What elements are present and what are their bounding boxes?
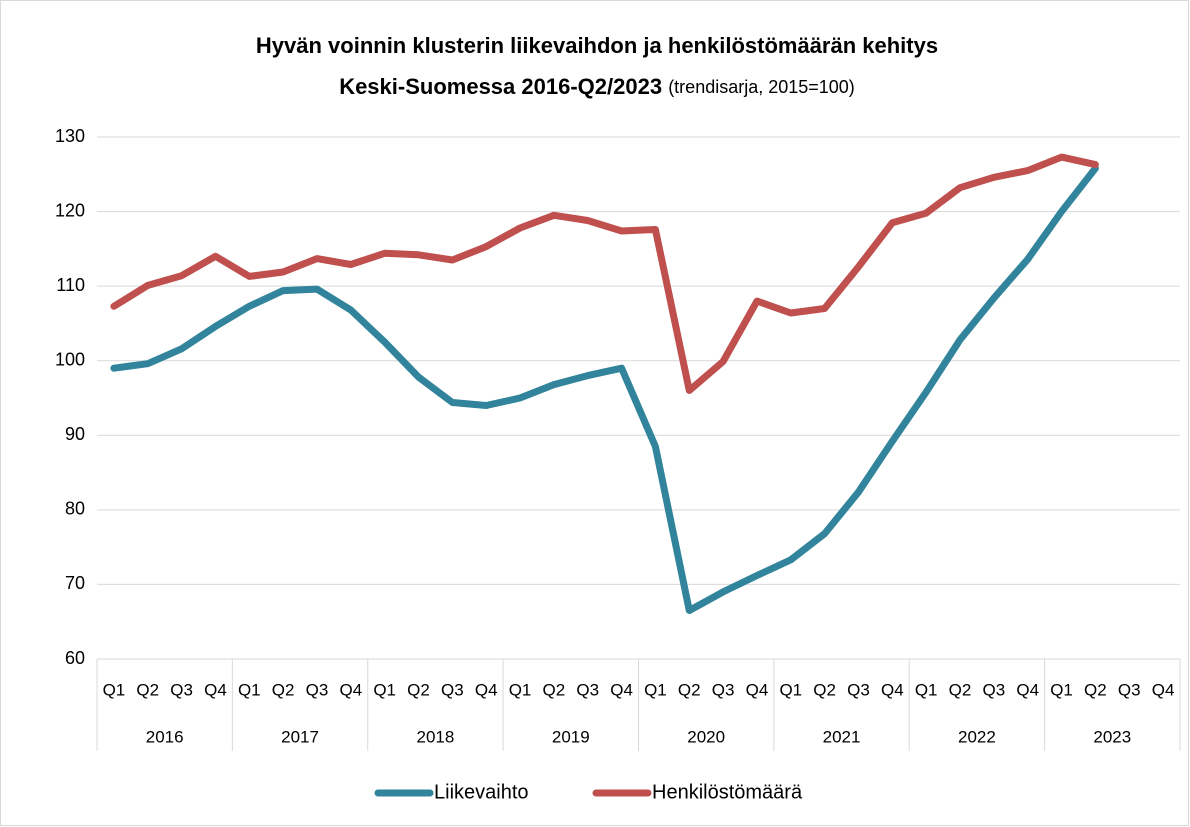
x-tick-label: Q3 (847, 680, 870, 699)
x-tick-label: Q1 (103, 680, 126, 699)
y-tick-label: 110 (56, 275, 85, 295)
x-tick-label: Q2 (136, 680, 159, 699)
x-tick-label: Q3 (170, 680, 193, 699)
x-tick-label: Q1 (1050, 680, 1073, 699)
x-tick-label: Q4 (1152, 680, 1175, 699)
x-tick-label: Q4 (475, 680, 498, 699)
legend-label: Henkilöstömäärä (652, 781, 803, 803)
y-tick-label: 90 (65, 424, 85, 444)
legend-label: Liikevaihto (434, 781, 529, 803)
x-group-label: 2016 (146, 727, 184, 746)
x-tick-label: Q4 (746, 680, 769, 699)
x-tick-label: Q1 (238, 680, 261, 699)
x-tick-label: Q4 (881, 680, 904, 699)
x-tick-label: Q2 (1084, 680, 1107, 699)
x-tick-label: Q2 (407, 680, 430, 699)
y-tick-label: 70 (65, 573, 85, 593)
x-tick-label: Q1 (779, 680, 802, 699)
x-tick-label: Q4 (339, 680, 362, 699)
y-tick-label: 130 (55, 126, 85, 146)
x-tick-label: Q3 (441, 680, 464, 699)
x-tick-label: Q3 (983, 680, 1006, 699)
line-series (110, 153, 1099, 394)
y-tick-label: 120 (55, 200, 85, 220)
x-tick-label: Q3 (306, 680, 329, 699)
x-group-label: 2017 (281, 727, 319, 746)
chart-title: Hyvän voinnin klusterin liikevaihdon ja … (256, 33, 938, 58)
x-tick-label: Q2 (949, 680, 972, 699)
x-tick-label: Q4 (204, 680, 227, 699)
x-group-label: 2019 (552, 727, 590, 746)
x-tick-label: Q3 (712, 680, 735, 699)
x-group-label: 2023 (1093, 727, 1131, 746)
subtitle: (trendisarja, 2015=100) (668, 77, 855, 97)
y-tick-label: 60 (65, 648, 85, 668)
x-tick-label: Q3 (1118, 680, 1141, 699)
x-tick-label: Q4 (1016, 680, 1039, 699)
x-group-label: 2018 (417, 727, 455, 746)
x-tick-label: Q1 (915, 680, 938, 699)
x-group-label: 2022 (958, 727, 996, 746)
x-tick-label: Q2 (813, 680, 836, 699)
x-tick-label: Q1 (644, 680, 667, 699)
x-group-label: 2020 (687, 727, 725, 746)
x-group-label: 2021 (823, 727, 861, 746)
x-tick-label: Q1 (373, 680, 396, 699)
x-tick-label: Q4 (610, 680, 633, 699)
x-tick-label: Q2 (678, 680, 701, 699)
x-tick-label: Q3 (576, 680, 599, 699)
x-tick-label: Q2 (272, 680, 295, 699)
title-line2: Keski-Suomessa 2016-Q2/2023 (339, 74, 662, 99)
line-series (110, 164, 1099, 614)
y-tick-label: 80 (65, 499, 85, 519)
chart-title-line: Keski-Suomessa 2016-Q2/2023 (trendisarja… (339, 74, 855, 99)
x-tick-label: Q2 (543, 680, 566, 699)
x-tick-label: Q1 (509, 680, 532, 699)
y-tick-label: 100 (55, 349, 85, 369)
